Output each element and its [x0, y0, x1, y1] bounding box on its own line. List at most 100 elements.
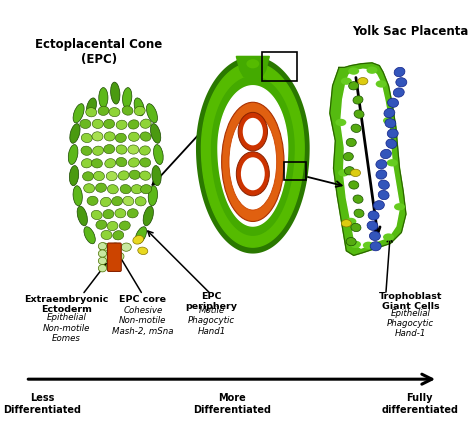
- Text: Cohesive
Non-motile
Mash-2, mSna: Cohesive Non-motile Mash-2, mSna: [112, 306, 173, 335]
- Ellipse shape: [374, 201, 384, 210]
- Ellipse shape: [115, 208, 126, 218]
- Ellipse shape: [146, 104, 157, 123]
- Text: More
Differentiated: More Differentiated: [193, 393, 271, 414]
- Ellipse shape: [345, 166, 355, 175]
- Ellipse shape: [152, 166, 161, 186]
- Ellipse shape: [354, 110, 364, 118]
- Ellipse shape: [80, 119, 91, 129]
- Ellipse shape: [383, 233, 394, 241]
- Ellipse shape: [104, 145, 115, 154]
- Ellipse shape: [367, 221, 378, 230]
- Text: Epithelial
Phagocytic
Hand-1: Epithelial Phagocytic Hand-1: [387, 308, 434, 338]
- Ellipse shape: [104, 132, 115, 141]
- Ellipse shape: [93, 172, 104, 181]
- Ellipse shape: [387, 159, 398, 166]
- Ellipse shape: [98, 250, 107, 257]
- Ellipse shape: [115, 133, 127, 142]
- Ellipse shape: [86, 108, 97, 117]
- Ellipse shape: [370, 242, 381, 251]
- Ellipse shape: [84, 184, 95, 193]
- Ellipse shape: [122, 106, 133, 115]
- Ellipse shape: [140, 132, 151, 141]
- Ellipse shape: [386, 139, 397, 148]
- Ellipse shape: [139, 146, 150, 155]
- Ellipse shape: [349, 181, 359, 189]
- Ellipse shape: [343, 152, 353, 161]
- Ellipse shape: [341, 220, 351, 227]
- Ellipse shape: [369, 231, 381, 241]
- Ellipse shape: [103, 252, 113, 260]
- Ellipse shape: [376, 160, 387, 169]
- Ellipse shape: [107, 261, 117, 269]
- Ellipse shape: [134, 106, 145, 115]
- Ellipse shape: [118, 171, 129, 180]
- Ellipse shape: [128, 158, 139, 167]
- Polygon shape: [237, 57, 269, 77]
- Ellipse shape: [387, 129, 398, 138]
- Ellipse shape: [114, 252, 124, 260]
- Ellipse shape: [123, 196, 134, 205]
- Polygon shape: [211, 77, 294, 235]
- Ellipse shape: [346, 218, 356, 225]
- Ellipse shape: [238, 112, 267, 151]
- Ellipse shape: [112, 196, 123, 206]
- Ellipse shape: [135, 227, 146, 244]
- Ellipse shape: [394, 67, 405, 77]
- Ellipse shape: [82, 159, 92, 168]
- Ellipse shape: [140, 171, 151, 180]
- Ellipse shape: [396, 78, 407, 87]
- Ellipse shape: [351, 224, 361, 232]
- Polygon shape: [218, 86, 288, 226]
- Ellipse shape: [82, 172, 93, 181]
- Ellipse shape: [98, 106, 109, 115]
- Ellipse shape: [70, 124, 80, 143]
- Ellipse shape: [229, 114, 277, 210]
- FancyBboxPatch shape: [108, 243, 121, 272]
- Ellipse shape: [84, 227, 95, 244]
- Text: Motile
Phagocytic
Hand1: Motile Phagocytic Hand1: [188, 306, 235, 335]
- Ellipse shape: [140, 158, 151, 167]
- Ellipse shape: [81, 146, 92, 155]
- Polygon shape: [201, 63, 304, 247]
- Ellipse shape: [87, 196, 98, 205]
- Ellipse shape: [393, 88, 404, 97]
- Ellipse shape: [141, 184, 152, 194]
- Text: Yolk Sac Placenta: Yolk Sac Placenta: [352, 25, 469, 38]
- Ellipse shape: [385, 119, 396, 128]
- Ellipse shape: [376, 80, 387, 88]
- Ellipse shape: [92, 132, 103, 141]
- Ellipse shape: [110, 82, 120, 104]
- Ellipse shape: [96, 220, 107, 229]
- Polygon shape: [341, 69, 400, 248]
- Text: Ectoplacental Cone
(EPC): Ectoplacental Cone (EPC): [35, 38, 163, 66]
- Text: EPC
periphery: EPC periphery: [185, 292, 237, 311]
- Ellipse shape: [113, 231, 124, 240]
- Bar: [284, 162, 306, 180]
- Ellipse shape: [353, 195, 363, 203]
- Ellipse shape: [119, 221, 130, 230]
- Ellipse shape: [107, 221, 118, 231]
- Ellipse shape: [140, 119, 151, 128]
- Ellipse shape: [68, 145, 78, 164]
- Ellipse shape: [128, 145, 139, 154]
- Ellipse shape: [123, 88, 132, 108]
- Ellipse shape: [99, 88, 108, 108]
- Ellipse shape: [104, 119, 115, 128]
- Ellipse shape: [388, 98, 399, 107]
- Ellipse shape: [237, 152, 269, 196]
- Ellipse shape: [127, 209, 138, 218]
- Ellipse shape: [134, 98, 144, 116]
- Ellipse shape: [363, 242, 374, 249]
- Ellipse shape: [73, 104, 84, 123]
- Ellipse shape: [341, 78, 352, 85]
- Ellipse shape: [77, 206, 87, 226]
- Ellipse shape: [353, 96, 363, 104]
- Ellipse shape: [394, 203, 405, 211]
- Ellipse shape: [110, 243, 120, 251]
- Ellipse shape: [128, 132, 139, 141]
- Ellipse shape: [116, 145, 127, 154]
- Ellipse shape: [101, 230, 112, 239]
- Ellipse shape: [99, 243, 109, 251]
- Ellipse shape: [351, 124, 361, 133]
- Ellipse shape: [368, 211, 379, 220]
